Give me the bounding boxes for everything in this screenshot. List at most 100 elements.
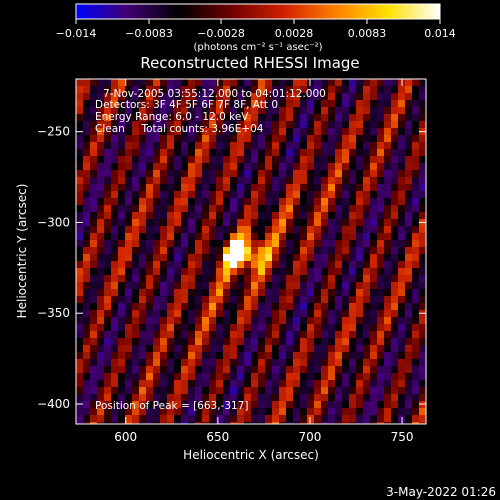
heatmap-cell	[293, 177, 301, 185]
heatmap-cell	[125, 205, 133, 213]
heatmap-cell	[195, 373, 203, 381]
heatmap-cell	[349, 219, 357, 227]
heatmap-cell	[181, 86, 189, 94]
heatmap-cell	[104, 254, 112, 262]
heatmap-cell	[153, 163, 161, 171]
heatmap-cell	[167, 380, 175, 388]
heatmap-cell	[244, 282, 252, 290]
heatmap-cell	[195, 422, 203, 424]
heatmap-cell	[405, 394, 413, 402]
heatmap-cell	[384, 226, 392, 234]
heatmap-cell	[272, 100, 280, 108]
heatmap-cell	[363, 331, 371, 339]
heatmap-cell	[405, 296, 413, 304]
heatmap-cell	[104, 240, 112, 248]
heatmap-cell	[146, 212, 154, 220]
heatmap-cell	[223, 296, 231, 304]
heatmap-cell	[216, 149, 224, 157]
heatmap-cell	[412, 268, 420, 276]
heatmap-cell	[370, 254, 378, 262]
heatmap-cell	[125, 247, 133, 255]
heatmap-cell	[419, 170, 426, 178]
heatmap-cell	[293, 184, 301, 192]
heatmap-cell	[174, 93, 182, 101]
heatmap-cell	[293, 212, 301, 220]
heatmap-cell	[286, 394, 294, 402]
heatmap-cell	[237, 380, 245, 388]
heatmap-cell	[391, 324, 399, 332]
heatmap-cell	[195, 100, 203, 108]
heatmap-cell	[412, 366, 420, 374]
heatmap-cell	[104, 394, 112, 402]
heatmap-cell	[342, 268, 350, 276]
heatmap-cell	[146, 331, 154, 339]
heatmap-cell	[363, 324, 371, 332]
heatmap-cell	[139, 345, 147, 353]
heatmap-cell	[160, 338, 168, 346]
heatmap-cell	[104, 121, 112, 129]
heatmap-cell	[363, 219, 371, 227]
heatmap-cell	[167, 233, 175, 241]
heatmap-cell	[244, 289, 252, 297]
heatmap-cell	[216, 170, 224, 178]
heatmap-cell	[279, 226, 287, 234]
heatmap-cell	[230, 170, 238, 178]
heatmap-cell	[237, 338, 245, 346]
heatmap-cell	[181, 415, 189, 423]
heatmap-cell	[104, 212, 112, 220]
heatmap-cell	[90, 177, 98, 185]
heatmap-cell	[405, 345, 413, 353]
heatmap-cell	[363, 310, 371, 318]
heatmap-cell	[349, 338, 357, 346]
heatmap-cell	[279, 408, 287, 416]
heatmap-cell	[174, 401, 182, 409]
heatmap-cell	[272, 275, 280, 283]
heatmap-cell	[258, 317, 266, 325]
heatmap-cell	[83, 387, 91, 395]
heatmap-cell	[335, 415, 343, 423]
heatmap-cell	[258, 387, 266, 395]
heatmap-cell	[307, 177, 315, 185]
heatmap-cell	[125, 79, 133, 87]
heatmap-cell	[97, 240, 105, 248]
colorbar-tick-label: 0.0083	[348, 27, 387, 40]
heatmap-cell	[370, 345, 378, 353]
heatmap-cell	[307, 310, 315, 318]
heatmap-cell	[300, 359, 308, 367]
heatmap-cell	[146, 408, 154, 416]
heatmap-cell	[342, 184, 350, 192]
heatmap-cell	[258, 282, 266, 290]
heatmap-cell	[216, 303, 224, 311]
heatmap-cell	[111, 191, 119, 199]
heatmap-cell	[139, 254, 147, 262]
heatmap-cell	[139, 331, 147, 339]
heatmap-cell	[370, 415, 378, 423]
heatmap-cell	[370, 212, 378, 220]
heatmap-cell	[111, 114, 119, 122]
heatmap-cell	[370, 93, 378, 101]
heatmap-cell	[202, 121, 210, 129]
heatmap-cell	[111, 422, 119, 424]
heatmap-cell	[279, 219, 287, 227]
heatmap-cell	[167, 282, 175, 290]
heatmap-cell	[286, 331, 294, 339]
heatmap-cell	[244, 177, 252, 185]
heatmap-cell	[237, 303, 245, 311]
heatmap-cell	[286, 170, 294, 178]
heatmap-cell	[181, 205, 189, 213]
chart-title: Reconstructed RHESSI Image	[140, 54, 359, 72]
heatmap-cell	[272, 373, 280, 381]
heatmap-cell	[97, 338, 105, 346]
heatmap-cell	[125, 275, 133, 283]
heatmap-cell	[209, 226, 217, 234]
heatmap-cell	[286, 324, 294, 332]
heatmap-cell	[181, 79, 189, 87]
heatmap-cell	[384, 212, 392, 220]
heatmap-cell	[76, 177, 84, 185]
heatmap-cell	[195, 107, 203, 115]
heatmap-cell	[272, 233, 280, 241]
heatmap-cell	[167, 275, 175, 283]
heatmap-cell	[216, 212, 224, 220]
heatmap-cell	[118, 289, 126, 297]
heatmap-cell	[251, 240, 259, 248]
